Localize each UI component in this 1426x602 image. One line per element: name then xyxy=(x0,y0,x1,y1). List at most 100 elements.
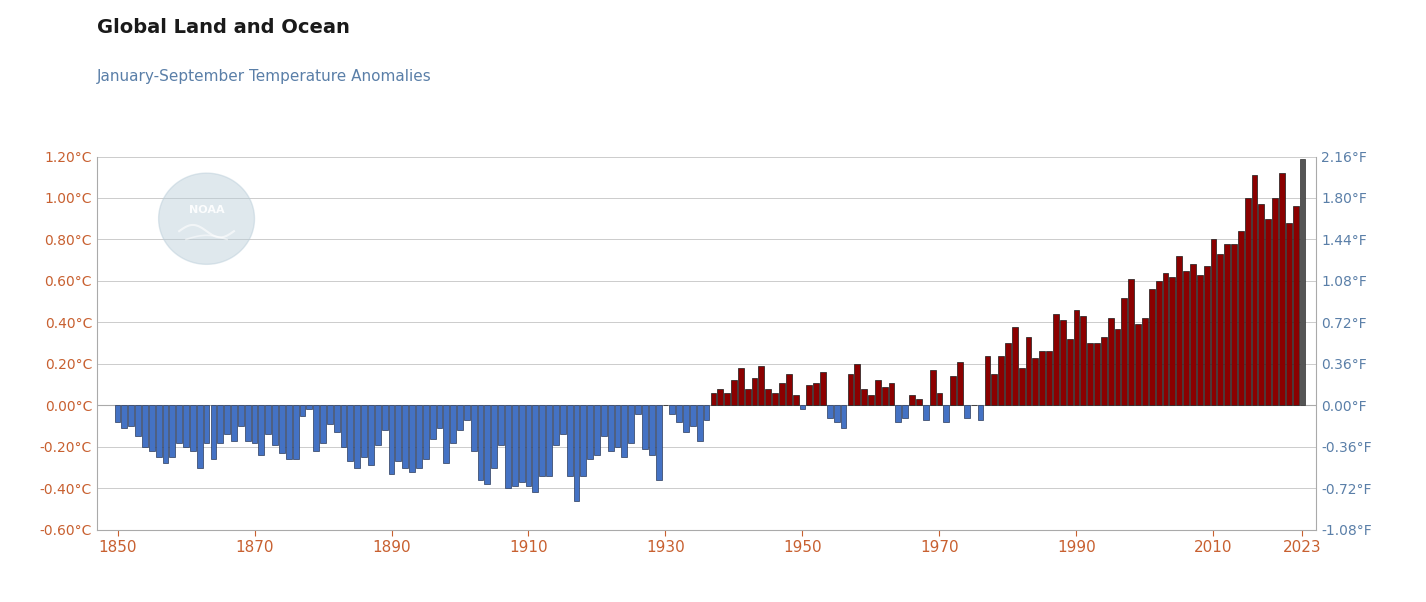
Bar xyxy=(190,405,195,451)
Bar xyxy=(443,405,449,464)
Bar xyxy=(1286,223,1292,405)
Bar xyxy=(807,385,813,405)
Bar xyxy=(224,405,230,435)
Bar xyxy=(1032,358,1038,405)
Text: NOAA: NOAA xyxy=(188,205,224,216)
Bar xyxy=(409,405,415,472)
Bar xyxy=(881,386,887,405)
Bar xyxy=(245,405,251,441)
Bar xyxy=(854,364,860,405)
Bar xyxy=(910,395,915,405)
Bar xyxy=(1012,326,1018,405)
Bar xyxy=(1162,273,1168,405)
Bar xyxy=(1204,267,1209,405)
Bar xyxy=(1225,244,1231,405)
Bar xyxy=(1018,368,1024,405)
Bar xyxy=(265,405,271,435)
Bar xyxy=(183,405,188,447)
Bar xyxy=(690,405,696,426)
Bar xyxy=(1238,231,1243,405)
Bar xyxy=(1189,264,1196,405)
Bar xyxy=(978,405,984,420)
Bar xyxy=(766,389,771,405)
Bar xyxy=(1081,316,1087,405)
Bar xyxy=(492,405,498,468)
Bar xyxy=(121,405,127,428)
Bar xyxy=(1005,343,1011,405)
Bar xyxy=(1067,339,1072,405)
Bar xyxy=(827,405,833,418)
Bar xyxy=(348,405,354,461)
Bar xyxy=(526,405,532,486)
Bar xyxy=(1196,275,1202,405)
Bar xyxy=(361,405,366,457)
Bar xyxy=(498,405,503,445)
Bar xyxy=(998,356,1004,405)
Bar xyxy=(1025,337,1031,405)
Bar xyxy=(319,405,327,442)
Bar xyxy=(800,405,806,409)
Bar xyxy=(458,405,463,430)
Bar xyxy=(573,405,579,501)
Bar xyxy=(231,405,237,441)
Bar xyxy=(292,405,298,459)
Bar xyxy=(937,393,943,405)
Bar xyxy=(451,405,456,442)
Bar xyxy=(703,405,710,420)
Bar xyxy=(197,405,202,468)
Bar xyxy=(307,405,312,409)
Bar xyxy=(984,356,990,405)
Bar xyxy=(813,382,819,405)
Bar xyxy=(1108,318,1114,405)
Bar xyxy=(1299,158,1305,405)
Bar xyxy=(697,405,703,441)
Bar xyxy=(847,374,853,405)
Bar xyxy=(944,405,950,422)
Bar xyxy=(143,405,148,447)
Bar xyxy=(354,405,361,468)
Bar xyxy=(1060,320,1065,405)
Bar xyxy=(1142,318,1148,405)
Polygon shape xyxy=(158,173,254,264)
Bar xyxy=(463,405,469,420)
Bar xyxy=(519,405,525,482)
Bar xyxy=(888,382,894,405)
Bar xyxy=(656,405,662,480)
Bar xyxy=(416,405,422,468)
Bar xyxy=(1231,244,1236,405)
Bar xyxy=(991,374,997,405)
Bar xyxy=(1115,329,1121,405)
Bar xyxy=(600,405,606,436)
Bar xyxy=(759,366,764,405)
Bar xyxy=(841,405,847,428)
Bar xyxy=(135,405,141,436)
Bar xyxy=(314,405,319,451)
Bar xyxy=(737,368,744,405)
Bar xyxy=(950,376,955,405)
Bar xyxy=(923,405,928,420)
Bar xyxy=(642,405,647,449)
Bar xyxy=(1259,204,1265,405)
Bar xyxy=(861,389,867,405)
Bar xyxy=(560,405,566,435)
Bar xyxy=(1176,256,1182,405)
Bar xyxy=(327,405,332,424)
Bar xyxy=(251,405,258,442)
Bar xyxy=(389,405,395,474)
Bar xyxy=(382,405,388,430)
Bar xyxy=(279,405,285,453)
Bar xyxy=(375,405,381,445)
Bar xyxy=(724,393,730,405)
Bar xyxy=(834,405,840,422)
Bar xyxy=(930,370,935,405)
Bar xyxy=(820,372,826,405)
Bar xyxy=(1245,198,1251,405)
Bar xyxy=(1265,219,1271,405)
Bar xyxy=(128,405,134,426)
Bar xyxy=(1094,343,1099,405)
Bar xyxy=(580,405,586,476)
Bar xyxy=(436,405,442,428)
Bar xyxy=(896,405,901,422)
Text: Global Land and Ocean: Global Land and Ocean xyxy=(97,18,349,37)
Bar xyxy=(676,405,682,422)
